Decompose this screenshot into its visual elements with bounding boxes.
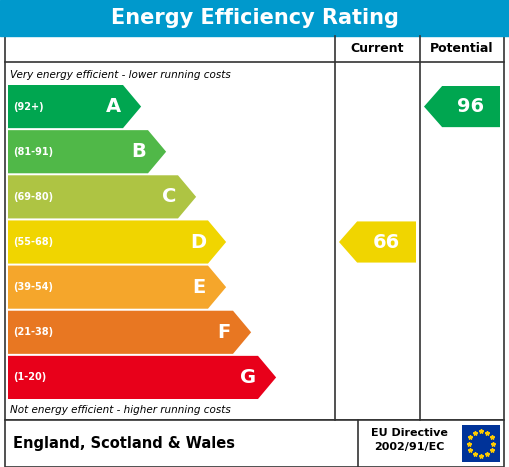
Text: (92+): (92+) bbox=[13, 101, 44, 112]
Text: G: G bbox=[240, 368, 256, 387]
Bar bbox=[5, 36, 504, 420]
Polygon shape bbox=[8, 266, 226, 309]
Polygon shape bbox=[339, 221, 416, 262]
Text: England, Scotland & Wales: England, Scotland & Wales bbox=[13, 436, 235, 451]
Polygon shape bbox=[8, 85, 141, 128]
Polygon shape bbox=[8, 220, 226, 263]
Text: Potential: Potential bbox=[430, 42, 494, 56]
Text: Very energy efficient - lower running costs: Very energy efficient - lower running co… bbox=[10, 70, 231, 80]
Text: B: B bbox=[131, 142, 146, 161]
Bar bbox=[462, 425, 500, 462]
Bar bbox=[5, 420, 504, 467]
Text: (39-54): (39-54) bbox=[13, 282, 53, 292]
Text: Current: Current bbox=[351, 42, 404, 56]
Polygon shape bbox=[8, 175, 196, 219]
Bar bbox=[0, 0, 509, 36]
Text: Energy Efficiency Rating: Energy Efficiency Rating bbox=[110, 8, 399, 28]
Text: (21-38): (21-38) bbox=[13, 327, 53, 337]
Text: C: C bbox=[162, 187, 176, 206]
Polygon shape bbox=[8, 130, 166, 173]
Text: D: D bbox=[190, 233, 206, 252]
Text: (69-80): (69-80) bbox=[13, 192, 53, 202]
Polygon shape bbox=[8, 311, 251, 354]
Text: 96: 96 bbox=[458, 97, 485, 116]
Text: (81-91): (81-91) bbox=[13, 147, 53, 157]
Text: (1-20): (1-20) bbox=[13, 372, 46, 382]
Text: E: E bbox=[193, 278, 206, 297]
Text: (55-68): (55-68) bbox=[13, 237, 53, 247]
Text: EU Directive: EU Directive bbox=[371, 428, 447, 438]
Polygon shape bbox=[8, 356, 276, 399]
Text: F: F bbox=[218, 323, 231, 342]
Text: A: A bbox=[106, 97, 121, 116]
Text: 2002/91/EC: 2002/91/EC bbox=[374, 442, 444, 452]
Text: Not energy efficient - higher running costs: Not energy efficient - higher running co… bbox=[10, 405, 231, 415]
Polygon shape bbox=[424, 86, 500, 127]
Text: 66: 66 bbox=[373, 233, 400, 252]
